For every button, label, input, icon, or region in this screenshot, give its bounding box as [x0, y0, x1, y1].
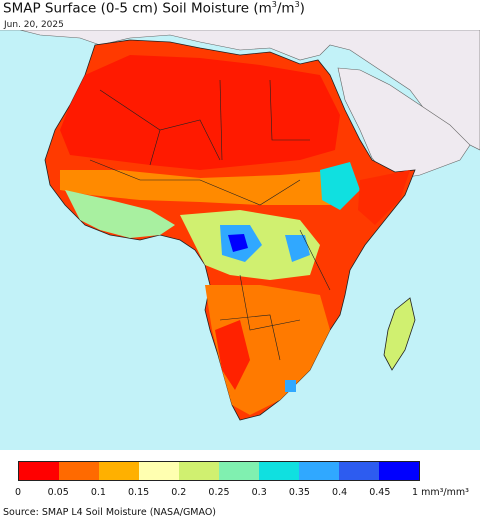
- color-legend: [18, 461, 420, 481]
- legend-tick-label: 0.05: [47, 487, 69, 498]
- legend-swatch-2: [99, 462, 139, 480]
- east-africa-lake: [285, 235, 310, 262]
- sahara-region: [60, 55, 340, 170]
- legend-ticks: 0 0.05 0.1 0.15 0.2 0.25 0.3 0.35 0.4 0.45 1 mm³/m…: [0, 487, 480, 501]
- madagascar: [383, 297, 416, 371]
- legend-swatch-1: [59, 462, 99, 480]
- country-borders: [89, 79, 331, 361]
- legend-swatch-0: [19, 462, 59, 480]
- map-title: SMAP Surface (0-5 cm) Soil Moisture (m3/…: [3, 0, 305, 17]
- source-credit: Source: SMAP L4 Soil Moisture (NASA/GMAO…: [3, 507, 217, 518]
- sahel-band: [60, 170, 355, 205]
- legend-tick-label: 0: [14, 487, 22, 498]
- legend-tick-label: 0.4: [332, 487, 348, 498]
- west-africa-moist: [65, 190, 175, 238]
- horn-of-africa: [358, 170, 410, 225]
- ethiopia-moist: [320, 162, 360, 210]
- map-date: Jun. 20, 2025: [4, 20, 64, 30]
- arabian-peninsula: [337, 67, 471, 181]
- lake-spot: [285, 380, 296, 392]
- legend-tick-label: 0.1: [90, 487, 106, 498]
- legend-swatch-6: [259, 462, 299, 480]
- legend-tick-label: 0.3: [251, 487, 267, 498]
- legend-swatch-9: [379, 462, 419, 480]
- legend-swatch-8: [339, 462, 379, 480]
- legend-swatch-5: [219, 462, 259, 480]
- soil-moisture-map: [0, 30, 480, 450]
- legend-swatch-4: [179, 462, 219, 480]
- legend-tick-label: 1 mm³/mm³: [412, 487, 469, 498]
- legend-tick-label: 0.2: [171, 487, 187, 498]
- legend-tick-label: 0.35: [288, 487, 310, 498]
- legend-tick-label: 0.25: [208, 487, 230, 498]
- legend-tick-label: 0.15: [128, 487, 150, 498]
- congo-core: [228, 234, 248, 252]
- legend-tick-label: 0.45: [369, 487, 391, 498]
- kalahari: [215, 320, 250, 390]
- legend-swatch-3: [139, 462, 179, 480]
- legend-swatch-7: [299, 462, 339, 480]
